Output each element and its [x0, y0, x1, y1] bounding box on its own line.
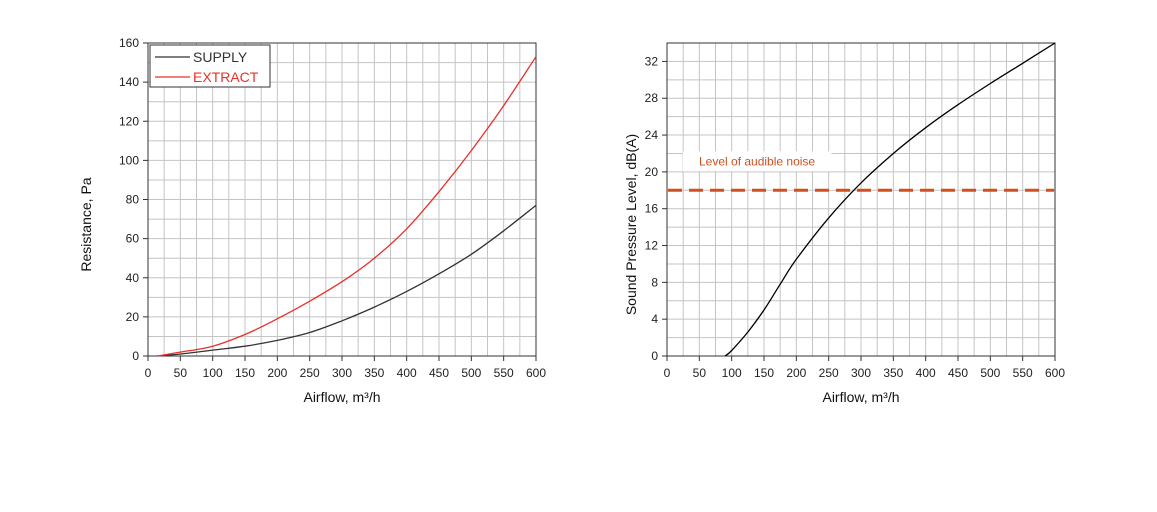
x-tick-label: 50 [174, 366, 188, 380]
y-tick-label: 160 [119, 36, 139, 50]
x-tick-label: 450 [948, 366, 968, 380]
x-tick-label: 300 [851, 366, 871, 380]
y-tick-label: 4 [651, 312, 658, 326]
legend-label: EXTRACT [193, 69, 259, 85]
x-tick-label: 350 [364, 366, 384, 380]
ticks: 0 50 100 150 200 250 300 350 400 450 500 550 600 0 20 4… [119, 36, 546, 380]
y-tick-label: 40 [126, 271, 140, 285]
y-tick-label: 140 [119, 75, 139, 89]
x-tick-label: 300 [332, 366, 352, 380]
x-tick-label: 200 [786, 366, 806, 380]
x-tick-label: 0 [664, 366, 671, 380]
y-tick-label: 120 [119, 114, 139, 128]
y-tick-label: 28 [645, 91, 659, 105]
legend: SUPPLY EXTRACT [149, 44, 271, 88]
series-line-extract [157, 56, 537, 357]
x-tick-label: 100 [722, 366, 742, 380]
series-line-supply [157, 204, 537, 357]
y-axis-title: Resistance, Pa [78, 177, 94, 271]
x-tick-label: 250 [819, 366, 839, 380]
x-axis-title: Airflow, m³/h [822, 389, 899, 405]
y-tick-label: 60 [126, 232, 140, 246]
y-tick-label: 80 [126, 193, 140, 207]
x-tick-label: 600 [1045, 366, 1065, 380]
chart-2: 0 50 100 150 200 250 300 350 400 450 500 550 600 0 4 8 1… [623, 42, 1066, 405]
y-tick-label: 16 [645, 202, 659, 216]
series-line-1 [724, 42, 1056, 357]
x-tick-label: 350 [883, 366, 903, 380]
x-tick-label: 0 [145, 366, 152, 380]
x-tick-label: 500 [980, 366, 1000, 380]
x-tick-label: 600 [526, 366, 546, 380]
reference-label-background [683, 151, 832, 172]
y-tick-label: 0 [651, 349, 658, 363]
y-tick-label: 20 [645, 165, 659, 179]
x-tick-label: 500 [461, 366, 481, 380]
x-tick-label: 400 [916, 366, 936, 380]
x-tick-label: 400 [397, 366, 417, 380]
y-tick-label: 0 [132, 349, 139, 363]
x-tick-label: 250 [300, 366, 320, 380]
y-tick-label: 12 [645, 239, 659, 253]
y-tick-label: 32 [645, 54, 659, 68]
ticks: 0 50 100 150 200 250 300 350 400 450 500 550 600 0 4 8 1… [645, 54, 1066, 380]
x-tick-label: 550 [1013, 366, 1033, 380]
x-tick-label: 150 [235, 366, 255, 380]
x-tick-label: 200 [267, 366, 287, 380]
x-tick-label: 150 [754, 366, 774, 380]
y-axis-title: Sound Pressure Level, dB(A) [623, 134, 639, 315]
x-tick-label: 550 [494, 366, 514, 380]
y-tick-label: 20 [126, 310, 140, 324]
x-tick-label: 50 [693, 366, 707, 380]
y-tick-label: 24 [645, 128, 659, 142]
y-tick-label: 8 [651, 275, 658, 289]
legend-label: SUPPLY [193, 49, 248, 65]
y-tick-label: 100 [119, 153, 139, 167]
chart-1: 0 50 100 150 200 250 300 350 400 450 500 550 600 0 20 4… [78, 36, 546, 405]
x-tick-label: 100 [203, 366, 223, 380]
reference-line-label: Level of audible noise [699, 154, 815, 168]
x-tick-label: 450 [429, 366, 449, 380]
legend-box [149, 44, 271, 88]
x-axis-title: Airflow, m³/h [303, 389, 380, 405]
